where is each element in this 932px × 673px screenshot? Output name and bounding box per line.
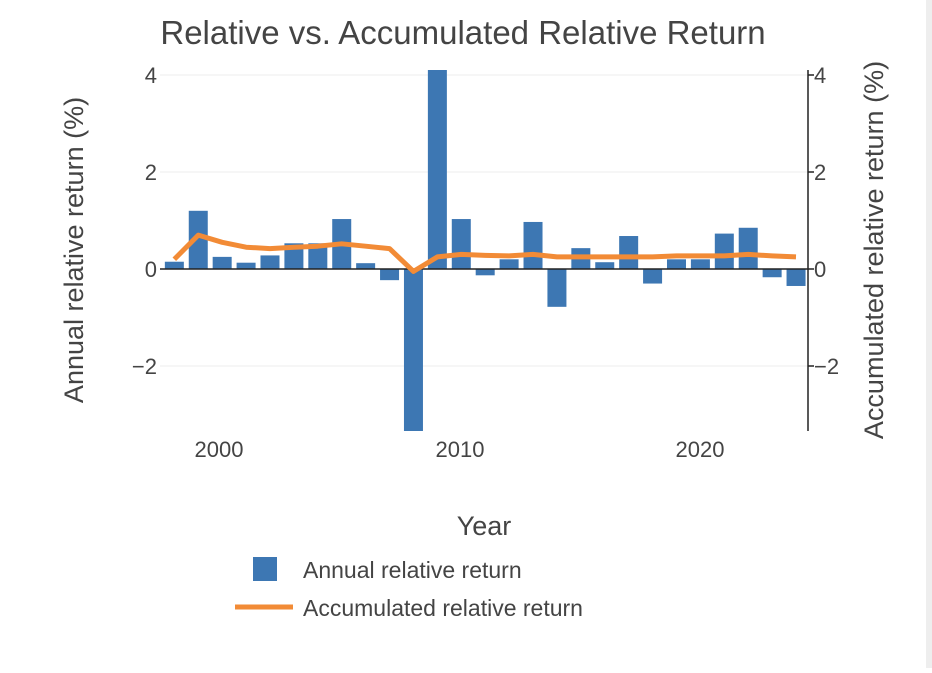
bar [451, 219, 471, 269]
legend: Annual relative return Accumulated relat… [235, 557, 583, 621]
chart-title: Relative vs. Accumulated Relative Return [160, 14, 765, 51]
bar [403, 269, 423, 431]
bar [164, 261, 184, 269]
x-tick-label: 2010 [436, 437, 485, 462]
legend-item-accumulated: Accumulated relative return [303, 595, 583, 621]
bar [738, 227, 758, 269]
bar [786, 269, 806, 286]
accumulated-line [172, 232, 797, 274]
bar [643, 269, 663, 284]
bar [212, 256, 232, 269]
bar [690, 259, 710, 269]
bar [380, 269, 400, 281]
legend-bar-swatch [253, 557, 277, 581]
legend-item-annual: Annual relative return [303, 557, 522, 583]
bar [427, 70, 447, 269]
bar [619, 236, 639, 269]
x-axis-title: Year [457, 511, 512, 541]
y-tick-label: 4 [145, 63, 157, 88]
window-edge [926, 0, 932, 668]
grid-lines [160, 74, 808, 367]
bar [356, 263, 376, 269]
bar [666, 259, 686, 269]
y-tick-label: 0 [145, 257, 157, 282]
bar [714, 233, 734, 269]
bar-series [164, 70, 806, 431]
y2-tick-label: 2 [814, 160, 826, 185]
bar [762, 269, 782, 278]
right-y-axis-ticks [808, 74, 814, 367]
bar [260, 255, 280, 269]
bar [188, 210, 208, 269]
y-axis-title: Annual relative return (%) [59, 97, 89, 403]
bar [236, 262, 256, 269]
y2-axis-title: Accumulated relative return (%) [859, 61, 889, 439]
bar [547, 269, 567, 307]
x-tick-label: 2020 [676, 437, 725, 462]
y2-tick-label: −2 [814, 354, 839, 379]
x-tick-label: 2000 [195, 437, 244, 462]
bar [308, 243, 328, 269]
y-tick-label: −2 [132, 354, 157, 379]
y2-tick-label: 4 [814, 63, 826, 88]
y-tick-label: 2 [145, 160, 157, 185]
bar [523, 221, 543, 269]
bar [499, 259, 519, 269]
bar [475, 269, 495, 276]
bar [595, 262, 615, 269]
y2-tick-label: 0 [814, 257, 826, 282]
